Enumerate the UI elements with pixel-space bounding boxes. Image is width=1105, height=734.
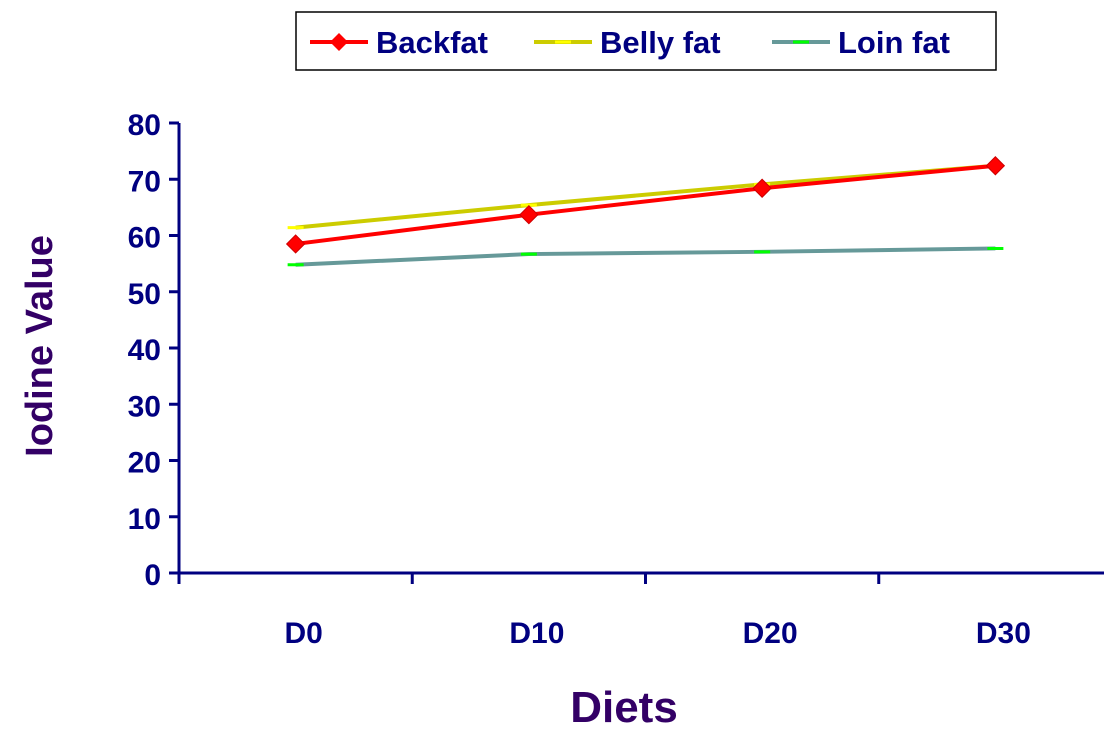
y-tick-label: 0: [144, 559, 161, 592]
x-tick-label: D20: [743, 617, 798, 650]
legend-swatch-marker: [330, 33, 348, 51]
series-loin-fat: [287, 246, 1004, 267]
y-tick-label: 40: [128, 334, 161, 367]
x-axis-title: Diets: [570, 683, 678, 729]
data-point: [985, 156, 1006, 176]
legend-items: Backfat Belly fat Loin fat: [310, 25, 950, 60]
x-tick-label: D30: [976, 617, 1031, 650]
y-tick-label: 20: [128, 447, 161, 480]
legend-entry: Belly fat: [534, 25, 721, 60]
axes: 0 10 20 30 40 50 60 70 80 D0 D10 D20 D30: [128, 109, 1104, 650]
y-tick-label: 80: [128, 109, 161, 142]
data-point: [519, 204, 539, 225]
y-axis-title: Iodine Value: [19, 235, 61, 457]
series-line: [295, 163, 996, 246]
legend-entry: Backfat: [310, 25, 488, 60]
y-tick-label: 60: [128, 222, 161, 255]
series-line: [295, 246, 996, 267]
data-point: [752, 178, 772, 198]
x-tick-label: D0: [284, 617, 322, 650]
legend-label: Loin fat: [838, 25, 950, 60]
legend-label: Belly fat: [600, 25, 721, 60]
y-tick-label: 70: [128, 165, 161, 198]
legend-box: [295, 11, 997, 71]
y-tick-label: 10: [128, 503, 161, 536]
series-layer: [285, 156, 1006, 267]
series-backfat: [285, 156, 1006, 254]
legend-label: Backfat: [376, 25, 488, 60]
data-point: [285, 234, 306, 254]
y-tick-label: 50: [128, 278, 161, 311]
y-tick-label: 30: [128, 390, 161, 423]
x-tick-label: D10: [509, 617, 564, 650]
legend: Backfat Belly fat Loin fat: [295, 11, 997, 71]
legend-entry: Loin fat: [772, 25, 950, 60]
